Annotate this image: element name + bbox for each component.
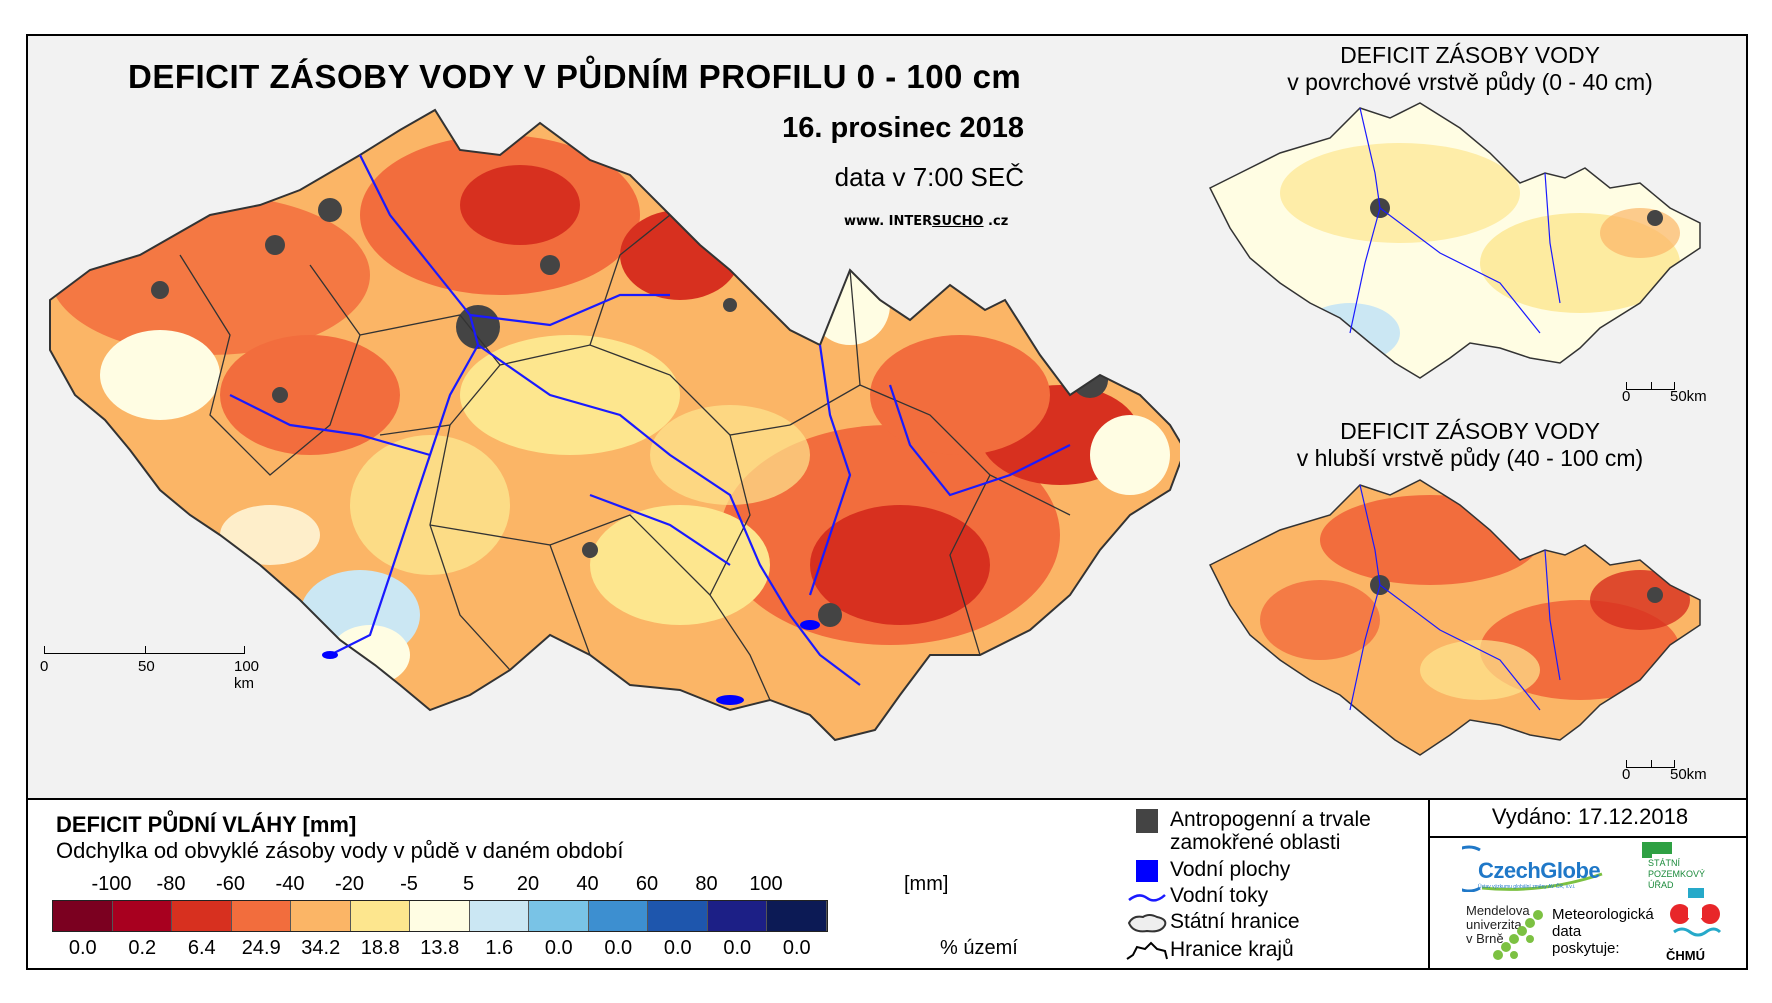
main-title: DEFICIT ZÁSOBY VODY V PŮDNÍM PROFILU 0 -… [128, 58, 1022, 95]
inset-top-map [1208, 102, 1701, 379]
legend-swatch [410, 901, 470, 931]
spu-text: STÁTNÍ POZEMKOVÝ ÚŘAD [1648, 858, 1706, 890]
main-scale-bar: 0 50 100 km [40, 646, 274, 692]
legend-break-label: 5 [462, 873, 475, 895]
legend-percentage: 0.0 [723, 937, 752, 959]
legend-break-label: 20 [516, 873, 540, 895]
legend-percentage: 0.0 [604, 937, 633, 959]
legend-title: DEFICIT PŮDNÍ VLÁHY [mm] [56, 812, 357, 837]
legend-swatch [291, 901, 351, 931]
legend-unit: [mm] [904, 873, 949, 895]
legend-percentage: 1.6 [485, 937, 514, 959]
legend-swatch [172, 901, 232, 931]
legend-break-label: -20 [335, 873, 364, 895]
map-date: 16. prosinec 2018 [782, 112, 1024, 144]
legend-subtitle: Odchylka od obvyklé zásoby vody v půdě v… [56, 838, 624, 863]
water-bodies [322, 620, 820, 705]
legend-break-label: 60 [635, 873, 659, 895]
inset-bottom-scale-bar: 0 50km [1622, 760, 1734, 784]
mendel-logo [1493, 910, 1543, 960]
meteo-text: Meteorologická data poskytuje: [1552, 906, 1654, 957]
legend-panel [26, 798, 1748, 970]
czechglobe-subtitle: Ústav výzkumu globální změny AV ČR, v.v.… [1478, 884, 1576, 890]
inset-bottom-map [1208, 479, 1701, 756]
chmu-name: ČHMÚ [1666, 948, 1705, 963]
legend-break-label: -40 [275, 873, 305, 895]
river-icon [1128, 894, 1166, 902]
legend-break-label: 80 [695, 873, 718, 895]
symbol-anthropogenic: Antropogenní a trvale zamokřené oblasti [1124, 808, 1371, 854]
chmu-logo [1670, 888, 1722, 937]
legend-swatches [52, 900, 828, 932]
legend-percentage: 0.2 [128, 937, 157, 959]
legend-swatch [767, 901, 827, 931]
mendel-text: Mendelova univerzita v Brně [1466, 903, 1530, 946]
czechglobe-logo [1462, 845, 1603, 892]
legend-swatch [648, 901, 708, 931]
state-border [49, 108, 1180, 742]
legend-percentage: 13.8 [420, 937, 460, 959]
main-map [49, 108, 1180, 742]
inset-bottom-title: DEFICIT ZÁSOBY VODY v hlubší vrstvě půdy… [1296, 418, 1644, 471]
legend-swatch [231, 901, 291, 931]
legend-swatch [469, 901, 529, 931]
legend-percentage: 0.0 [782, 937, 811, 959]
water-body-icon [1136, 860, 1158, 882]
symbol-river: Vodní toky [1124, 884, 1268, 910]
issued-date: Vydáno: 17.12.2018 [1491, 804, 1689, 829]
region-borders [179, 214, 1071, 701]
issued-divider [1428, 836, 1748, 838]
legend-break-label: -5 [400, 873, 418, 895]
inset-top-title: DEFICIT ZÁSOBY VODY v povrchové vrstvě p… [1287, 42, 1653, 95]
symbol-state-border: Státní hranice [1124, 910, 1300, 936]
legend-percentage: 6.4 [187, 937, 216, 959]
legend-swatch [588, 901, 648, 931]
legend-divider [1428, 798, 1430, 970]
legend-percentage: 0.0 [544, 937, 573, 959]
website-link[interactable]: www. INTERSUCHO .cz [844, 214, 1009, 229]
legend-percentage: 0.0 [68, 937, 97, 959]
data-time: data v 7:00 SEČ [834, 162, 1024, 192]
legend-swatch [53, 901, 113, 931]
legend-swatch [529, 901, 589, 931]
legend-percentage: 34.2 [301, 937, 341, 959]
legend-break-label: 100 [749, 873, 783, 895]
legend-swatch [707, 901, 767, 931]
anthropogenic-area-icon [1136, 809, 1158, 833]
legend-break-label: -80 [156, 873, 186, 895]
inset-top-scale-bar: 0 50km [1622, 382, 1734, 406]
spu-logo [1642, 842, 1672, 858]
legend-pct-unit: % území [940, 937, 1018, 959]
legend-percentage: 24.9 [241, 937, 281, 959]
legend-swatch [112, 901, 172, 931]
legend-percentage: 0.0 [663, 937, 692, 959]
czechglobe-name: CzechGlobe [1478, 858, 1601, 883]
symbol-region-border: Hranice krajů [1124, 938, 1294, 964]
symbol-water-body: Vodní plochy [1124, 858, 1290, 884]
state-border-icon [1127, 914, 1167, 933]
rivers [229, 154, 1071, 686]
legend-break-label: 40 [576, 873, 599, 895]
legend-break-label: -100 [91, 873, 132, 895]
legend-break-label: -60 [216, 873, 245, 895]
region-border-icon [1126, 941, 1168, 960]
legend-percentage: 18.8 [360, 937, 400, 959]
legend-swatch [350, 901, 410, 931]
